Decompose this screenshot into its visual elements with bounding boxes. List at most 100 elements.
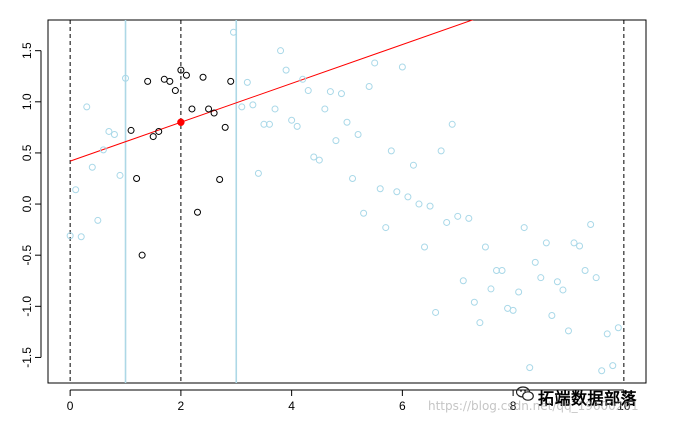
data-point-outside-window [476, 319, 484, 327]
data-point-outside-window [304, 87, 312, 95]
y-tick-label: 0.0 [20, 195, 34, 212]
data-point-outside-window [415, 200, 423, 208]
data-point-outside-window [116, 171, 124, 179]
x-tick-label: 0 [67, 399, 74, 413]
x-tick-label: 2 [178, 399, 185, 413]
data-point-outside-window [122, 74, 130, 82]
data-point-outside-window [254, 169, 262, 177]
y-axis: -1.5 -1.0 -0.5 0.0 0.5 1.0 1.5 [20, 42, 42, 368]
data-point-outside-window [581, 267, 589, 275]
data-point-outside-window [432, 308, 440, 316]
data-point-in-window [138, 251, 146, 259]
data-point-outside-window [77, 233, 85, 241]
data-point-outside-window [360, 209, 368, 217]
data-point-outside-window [437, 147, 445, 155]
data-point-outside-window [110, 131, 118, 139]
data-point-outside-window [382, 224, 390, 232]
data-point-in-window [166, 77, 174, 85]
data-point-outside-window [587, 221, 595, 229]
data-point-outside-window [99, 146, 107, 154]
data-point-in-window [177, 66, 185, 74]
data-point-outside-window [531, 258, 539, 266]
data-point-in-window [149, 133, 157, 141]
data-point-outside-window [553, 278, 561, 286]
data-point-outside-window [249, 101, 257, 109]
data-point-in-window [199, 73, 207, 81]
center-point [177, 118, 185, 126]
data-point-outside-window [487, 285, 495, 293]
data-point-outside-window [570, 239, 578, 247]
data-point-in-window [221, 123, 229, 131]
data-point-in-window [210, 109, 218, 117]
data-point-outside-window [548, 312, 556, 320]
data-point-outside-window [454, 212, 462, 220]
data-point-outside-window [481, 243, 489, 251]
data-point-outside-window [299, 75, 307, 83]
data-point-outside-window [238, 103, 246, 111]
data-point-outside-window [288, 116, 296, 124]
data-point-outside-window [398, 63, 406, 71]
data-point-outside-window [603, 330, 611, 338]
data-point-outside-window [315, 156, 323, 164]
data-point-in-window [127, 126, 135, 134]
data-point-outside-window [614, 324, 622, 332]
data-point-outside-window [66, 232, 74, 240]
data-point-in-window [144, 77, 152, 85]
y-tick-label: 1.5 [20, 42, 34, 59]
y-tick-label: -0.5 [20, 245, 34, 266]
data-point-outside-window [609, 362, 617, 370]
data-point-outside-window [265, 120, 273, 128]
data-point-outside-window [459, 277, 467, 285]
data-point-in-window [171, 87, 179, 95]
data-point-outside-window [321, 105, 329, 113]
data-point-outside-window [72, 186, 80, 194]
y-tick-label: -1.5 [20, 347, 34, 368]
data-point-outside-window [365, 82, 373, 90]
plot-frame [47, 19, 647, 384]
data-point-outside-window [542, 239, 550, 247]
watermark-url: https://blog.csdn.net/qq_19600291 [428, 399, 639, 413]
wechat-icon [516, 386, 534, 401]
data-point-outside-window [592, 274, 600, 282]
data-point-in-window [194, 208, 201, 216]
data-point-outside-window [271, 105, 279, 113]
data-point-outside-window [83, 103, 91, 111]
data-point-outside-window [393, 188, 401, 196]
data-point-outside-window [404, 193, 412, 201]
data-point-in-window [155, 127, 163, 135]
data-point-outside-window [448, 120, 456, 128]
data-point-outside-window [229, 28, 237, 36]
data-point-in-window [188, 105, 196, 113]
data-point-outside-window [470, 298, 478, 306]
data-point-outside-window [576, 242, 584, 250]
fit-line [69, 20, 474, 162]
data-point-outside-window [277, 47, 285, 55]
data-point-outside-window [105, 127, 113, 135]
data-point-in-window [182, 71, 190, 79]
data-point-outside-window [343, 118, 351, 126]
data-point-outside-window [426, 202, 434, 210]
data-point-outside-window [376, 185, 384, 193]
data-point-outside-window [498, 267, 506, 275]
watermark-logo-text: 拓端数据部落 [538, 389, 638, 408]
data-point-outside-window [520, 224, 528, 232]
x-tick-label: 10 [617, 399, 631, 413]
y-tick-label: 1.0 [20, 93, 34, 110]
data-point-outside-window [526, 364, 534, 372]
points-group [66, 28, 622, 375]
reference-lines [69, 20, 625, 383]
x-tick-label: 8 [510, 399, 517, 413]
data-point-outside-window [88, 163, 96, 171]
x-axis: 0 2 4 6 8 10 [67, 389, 631, 413]
data-point-outside-window [293, 122, 301, 130]
data-point-outside-window [310, 153, 318, 161]
data-point-in-window [227, 77, 235, 85]
data-point-outside-window [598, 367, 606, 375]
data-point-outside-window [326, 88, 334, 96]
data-point-outside-window [564, 327, 572, 335]
data-point-outside-window [243, 78, 251, 86]
data-point-outside-window [409, 161, 417, 169]
data-point-outside-window [421, 243, 429, 251]
data-point-outside-window [443, 218, 451, 226]
